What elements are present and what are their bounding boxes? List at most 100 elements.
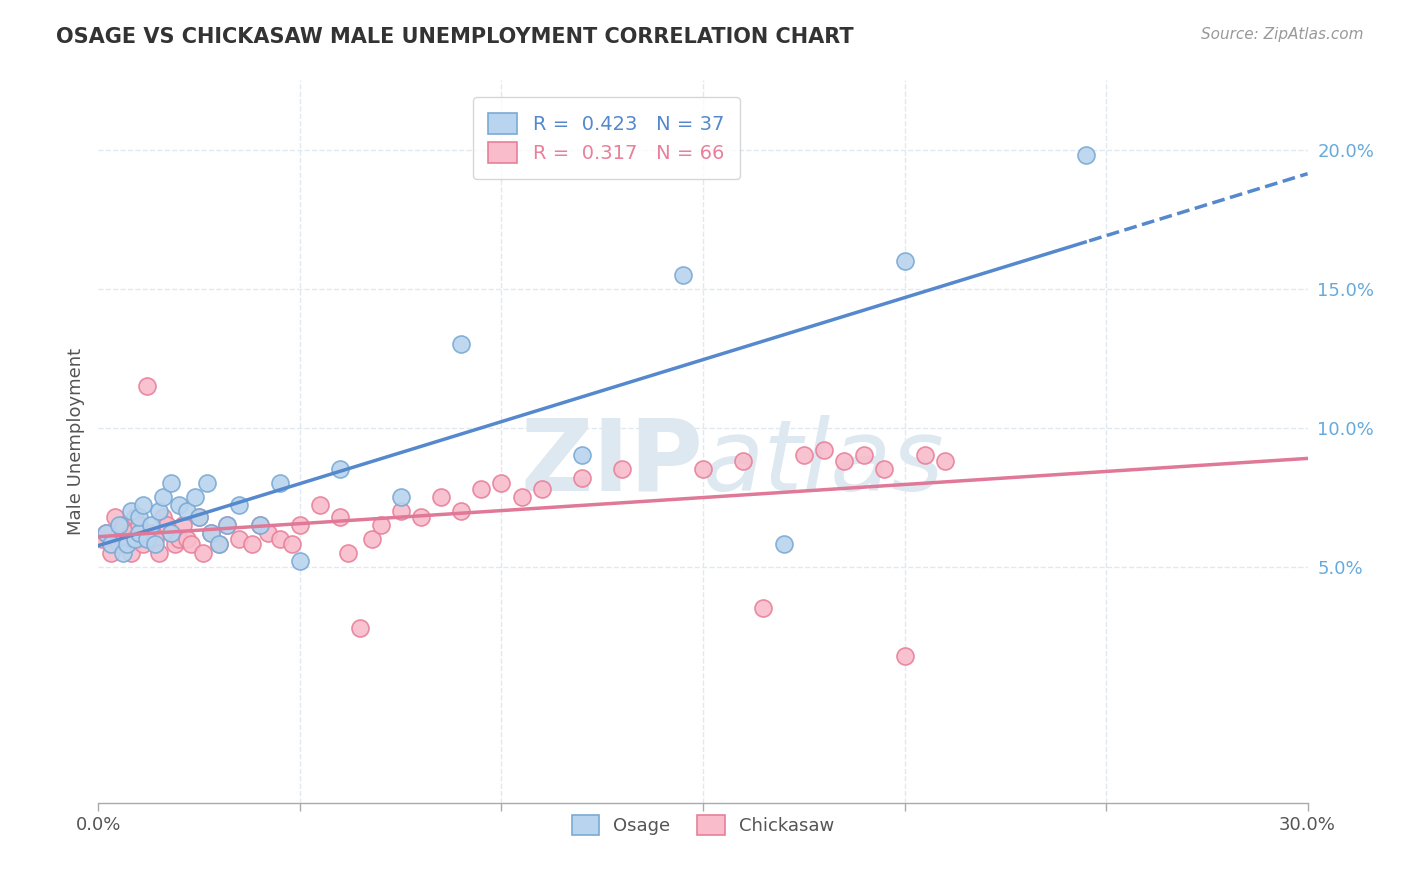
- Point: [256, 526, 278, 541]
- Point: [853, 449, 876, 463]
- Point: [163, 537, 186, 551]
- Point: [470, 482, 492, 496]
- Point: [96, 526, 118, 541]
- Point: [139, 517, 162, 532]
- Point: [180, 537, 202, 551]
- Point: [107, 526, 129, 541]
- Point: [217, 517, 239, 532]
- Point: [128, 517, 150, 532]
- Point: [143, 537, 166, 551]
- Point: [100, 546, 122, 560]
- Point: [193, 546, 215, 560]
- Point: [152, 490, 174, 504]
- Point: [240, 537, 263, 551]
- Point: [195, 476, 218, 491]
- Point: [124, 532, 146, 546]
- Point: [269, 476, 291, 491]
- Point: [269, 532, 291, 546]
- Text: ZIP: ZIP: [520, 415, 703, 512]
- Point: [156, 517, 179, 532]
- Point: [281, 537, 304, 551]
- Point: [389, 504, 412, 518]
- Point: [752, 601, 775, 615]
- Point: [176, 504, 198, 518]
- Point: [491, 476, 513, 491]
- Point: [612, 462, 634, 476]
- Point: [450, 504, 472, 518]
- Text: atlas: atlas: [703, 415, 945, 512]
- Point: [893, 253, 915, 268]
- Point: [160, 526, 183, 541]
- Point: [510, 490, 533, 504]
- Point: [208, 537, 231, 551]
- Point: [135, 379, 157, 393]
- Legend: Osage, Chickasaw: Osage, Chickasaw: [562, 806, 844, 845]
- Point: [128, 526, 150, 541]
- Point: [793, 449, 815, 463]
- Point: [409, 509, 432, 524]
- Point: [893, 648, 915, 663]
- Point: [115, 537, 138, 551]
- Point: [361, 532, 384, 546]
- Point: [430, 490, 453, 504]
- Point: [188, 509, 211, 524]
- Point: [107, 537, 129, 551]
- Point: [120, 526, 142, 541]
- Point: [208, 537, 231, 551]
- Point: [96, 526, 118, 541]
- Point: [111, 532, 134, 546]
- Point: [139, 526, 162, 541]
- Point: [160, 526, 183, 541]
- Point: [571, 471, 593, 485]
- Point: [107, 517, 129, 532]
- Point: [200, 526, 222, 541]
- Point: [128, 509, 150, 524]
- Point: [349, 621, 371, 635]
- Point: [103, 509, 125, 524]
- Point: [813, 442, 835, 457]
- Point: [167, 499, 190, 513]
- Point: [672, 268, 695, 282]
- Y-axis label: Male Unemployment: Male Unemployment: [66, 348, 84, 535]
- Point: [249, 517, 271, 532]
- Point: [124, 509, 146, 524]
- Point: [176, 532, 198, 546]
- Point: [337, 546, 360, 560]
- Point: [132, 499, 155, 513]
- Point: [128, 532, 150, 546]
- Point: [217, 517, 239, 532]
- Point: [530, 482, 553, 496]
- Point: [329, 509, 352, 524]
- Point: [172, 517, 194, 532]
- Point: [571, 449, 593, 463]
- Point: [389, 490, 412, 504]
- Point: [288, 517, 311, 532]
- Point: [249, 517, 271, 532]
- Point: [135, 532, 157, 546]
- Point: [160, 476, 183, 491]
- Point: [120, 504, 142, 518]
- Point: [148, 546, 170, 560]
- Point: [692, 462, 714, 476]
- Point: [450, 337, 472, 351]
- Point: [91, 532, 114, 546]
- Point: [184, 490, 207, 504]
- Text: OSAGE VS CHICKASAW MALE UNEMPLOYMENT CORRELATION CHART: OSAGE VS CHICKASAW MALE UNEMPLOYMENT COR…: [56, 27, 853, 46]
- Point: [1074, 148, 1097, 162]
- Point: [100, 537, 122, 551]
- Point: [228, 532, 250, 546]
- Point: [832, 454, 855, 468]
- Text: Source: ZipAtlas.com: Source: ZipAtlas.com: [1201, 27, 1364, 42]
- Point: [148, 504, 170, 518]
- Point: [152, 509, 174, 524]
- Point: [132, 537, 155, 551]
- Point: [228, 499, 250, 513]
- Point: [111, 517, 134, 532]
- Point: [733, 454, 755, 468]
- Point: [111, 546, 134, 560]
- Point: [934, 454, 956, 468]
- Point: [200, 526, 222, 541]
- Point: [120, 546, 142, 560]
- Point: [772, 537, 794, 551]
- Point: [914, 449, 936, 463]
